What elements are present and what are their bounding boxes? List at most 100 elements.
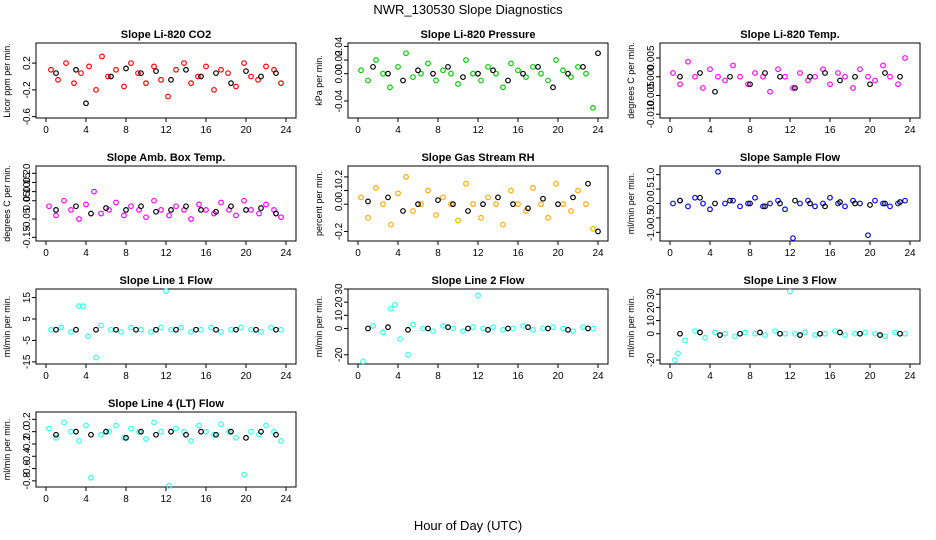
x-tick-label: 12 [784, 125, 796, 136]
data-point [790, 85, 796, 91]
data-point [882, 200, 888, 207]
data-point [707, 206, 713, 213]
data-point [697, 70, 703, 76]
panel-y-label: ml/min per min. [626, 173, 636, 235]
data-point [113, 66, 119, 73]
data-point [792, 85, 798, 91]
data-point [448, 70, 454, 77]
data-point [745, 200, 751, 207]
data-point [717, 332, 723, 338]
x-tick-label: 0 [667, 125, 673, 136]
data-point [747, 81, 753, 88]
x-tick-label: 8 [747, 248, 753, 259]
x-tick-label: 0 [355, 248, 361, 259]
data-point [163, 288, 169, 295]
data-point [388, 305, 394, 312]
data-point [675, 350, 681, 357]
data-point [887, 203, 893, 210]
data-point [93, 86, 99, 93]
data-point [83, 201, 89, 208]
data-point [153, 431, 159, 438]
data-point [63, 60, 69, 66]
y-tick-label: -15 [22, 354, 33, 369]
data-point [440, 194, 446, 201]
y-tick-label: -20 [334, 347, 345, 362]
data-point [715, 168, 721, 175]
y-tick-label: 0.2 [22, 412, 33, 426]
data-point [365, 77, 371, 84]
data-point [71, 80, 77, 87]
data-point [420, 325, 426, 332]
x-tick-label: 4 [83, 248, 89, 259]
data-point [385, 70, 391, 77]
panel-title: Slope Li-820 Pressure [421, 29, 536, 41]
x-tick-label: 16 [512, 248, 524, 259]
data-point [136, 428, 142, 435]
data-point [865, 232, 871, 239]
x-tick-label: 20 [552, 248, 564, 259]
x-tick-label: 0 [43, 371, 49, 382]
data-point [448, 201, 454, 208]
data-point [158, 76, 164, 83]
data-point [418, 201, 424, 208]
data-point [196, 422, 202, 429]
data-point [865, 73, 871, 80]
panel-2: Slope Li-820 Temp. degrees C per min. 0 4 8 1… [626, 29, 921, 136]
x-tick-label: 12 [472, 248, 484, 259]
data-point [485, 194, 491, 201]
data-point [440, 322, 446, 329]
panel-frame [35, 165, 297, 242]
data-point [742, 329, 748, 336]
data-point [730, 62, 736, 69]
x-tick-label: 16 [824, 371, 836, 382]
data-point [797, 332, 803, 338]
x-tick-label: 24 [280, 248, 292, 259]
data-point [93, 354, 99, 361]
data-point [460, 328, 466, 335]
data-point [166, 482, 172, 489]
data-point [590, 225, 596, 232]
y-tick-label: 0.005 [646, 45, 657, 70]
panel-title: Slope Li-820 CO2 [121, 29, 211, 41]
panel-y-label: ml/min per min. [2, 419, 12, 481]
data-point [515, 67, 521, 74]
x-tick-label: 20 [552, 125, 564, 136]
data-point [153, 208, 159, 215]
data-point [258, 328, 264, 335]
data-point [273, 431, 279, 438]
data-point [373, 57, 379, 63]
data-point [61, 419, 67, 426]
data-point [520, 70, 526, 77]
data-point [538, 70, 544, 77]
x-tick-label: 24 [592, 248, 604, 259]
figure-x-axis-label: Hour of Day (UTC) [414, 518, 522, 533]
y-tick-label: -1.0 [646, 223, 657, 241]
data-point [745, 81, 751, 88]
x-tick-label: 20 [864, 371, 876, 382]
y-tick-label: 0.02 [334, 50, 345, 70]
x-tick-label: 20 [240, 494, 252, 505]
data-point [478, 77, 484, 84]
data-point [228, 203, 234, 210]
data-point [258, 428, 264, 435]
data-point [737, 73, 743, 80]
data-point [433, 77, 439, 84]
data-point [867, 202, 873, 208]
data-point [226, 428, 232, 435]
data-point [470, 70, 476, 77]
data-point [712, 200, 718, 207]
data-point [540, 325, 546, 332]
data-point [76, 437, 82, 444]
data-point [523, 74, 529, 80]
data-point [525, 205, 531, 212]
data-point [897, 330, 903, 337]
x-tick-label: 8 [747, 371, 753, 382]
data-point [392, 301, 398, 308]
data-point [153, 326, 159, 333]
data-point [138, 203, 144, 210]
data-point [712, 329, 718, 336]
data-point [188, 437, 194, 444]
x-tick-label: 24 [904, 248, 916, 259]
panel-y-label: kPa per min. [314, 55, 324, 106]
data-point [580, 324, 586, 331]
